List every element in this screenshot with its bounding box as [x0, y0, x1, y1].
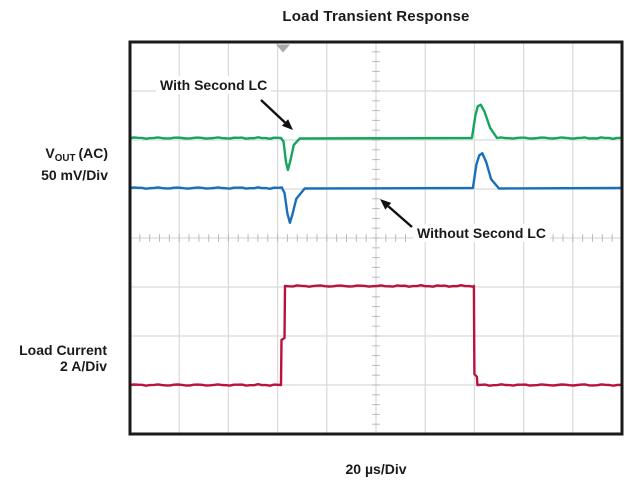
annotation-arrows — [260, 99, 413, 228]
load-current-axis-scale: 2 A/Div — [60, 358, 107, 374]
trace-green — [128, 103, 624, 172]
annotation-without-second-lc: Without Second LC — [413, 224, 550, 242]
vout-axis-scale: 50 mV/Div — [41, 167, 108, 183]
chart-title: Load Transient Response — [282, 8, 470, 25]
vout-axis-label: VOUT (AC) 50 mV/Div — [16, 145, 108, 183]
time-axis-label: 20 µs/Div — [345, 461, 407, 477]
trigger-marker-icon — [276, 44, 290, 53]
arrowhead-icon — [281, 119, 293, 130]
waveform-traces — [128, 103, 624, 387]
annotation-with-second-lc: With Second LC — [156, 76, 272, 94]
trace-red — [128, 284, 624, 387]
load-current-axis-label: Load Current 2 A/Div — [10, 342, 107, 374]
plot-frame — [128, 40, 624, 436]
load-current-axis-label-line1: Load Current — [19, 342, 107, 358]
trace-blue — [128, 152, 624, 224]
arrowhead-icon — [380, 199, 392, 210]
vout-axis-label-line1: VOUT (AC) — [45, 145, 108, 164]
